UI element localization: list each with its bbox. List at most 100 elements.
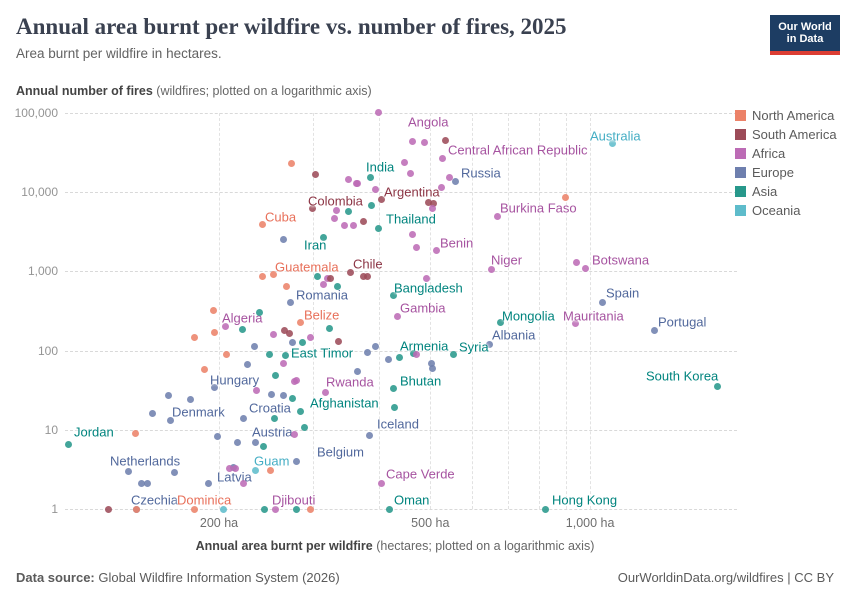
- country-label[interactable]: East Timor: [291, 345, 354, 361]
- data-point[interactable]: [441, 136, 449, 144]
- data-point[interactable]: [271, 372, 279, 380]
- data-point-cuba[interactable]: [259, 221, 267, 229]
- country-label[interactable]: Russia: [461, 165, 501, 181]
- country-label[interactable]: Mongolia: [502, 308, 555, 324]
- country-label[interactable]: Cuba: [265, 209, 297, 225]
- data-point[interactable]: [281, 327, 289, 335]
- country-label[interactable]: Spain: [606, 285, 640, 301]
- data-point-niger[interactable]: [487, 265, 495, 273]
- data-point[interactable]: [408, 137, 416, 145]
- country-label[interactable]: Romania: [296, 287, 349, 303]
- data-point[interactable]: [367, 202, 375, 210]
- data-point-latvia[interactable]: [204, 479, 212, 487]
- data-point-belize[interactable]: [297, 319, 305, 327]
- data-point[interactable]: [288, 338, 296, 346]
- data-point-russia[interactable]: [452, 178, 460, 186]
- country-label[interactable]: Benin: [440, 235, 474, 251]
- data-point-central-african-republic[interactable]: [439, 154, 447, 162]
- data-point[interactable]: [191, 334, 199, 342]
- country-label[interactable]: Bhutan: [400, 373, 442, 389]
- data-point-guam[interactable]: [251, 466, 259, 474]
- data-point[interactable]: [423, 275, 431, 283]
- data-point[interactable]: [288, 160, 296, 168]
- country-label[interactable]: Central African Republic: [448, 142, 588, 158]
- country-label[interactable]: Argentina: [384, 184, 440, 200]
- country-label[interactable]: Botswana: [592, 252, 650, 268]
- data-point-oman[interactable]: [386, 505, 394, 513]
- data-point[interactable]: [364, 348, 372, 356]
- country-label[interactable]: Burkina Faso: [500, 200, 577, 216]
- data-point[interactable]: [341, 222, 349, 230]
- data-point[interactable]: [330, 215, 338, 223]
- data-point[interactable]: [269, 330, 277, 338]
- data-point[interactable]: [261, 505, 269, 513]
- country-label[interactable]: Albania: [492, 327, 536, 343]
- data-point-austria[interactable]: [251, 438, 259, 446]
- country-label[interactable]: Syria: [459, 339, 489, 355]
- legend-item-oceania[interactable]: Oceania: [735, 201, 837, 220]
- data-point[interactable]: [243, 361, 251, 369]
- data-point[interactable]: [407, 170, 415, 178]
- country-label[interactable]: Belize: [304, 307, 340, 323]
- country-label[interactable]: Chile: [353, 256, 383, 272]
- data-point-chile[interactable]: [347, 268, 355, 276]
- data-point-syria[interactable]: [449, 351, 457, 359]
- data-point[interactable]: [133, 505, 141, 513]
- data-point-bhutan[interactable]: [389, 385, 397, 393]
- country-label[interactable]: South Korea: [646, 368, 719, 384]
- data-point[interactable]: [345, 176, 353, 184]
- data-point[interactable]: [250, 342, 258, 350]
- country-label[interactable]: Niger: [491, 252, 523, 268]
- country-label[interactable]: Djibouti: [272, 492, 316, 508]
- data-point[interactable]: [288, 394, 296, 402]
- data-point-argentina[interactable]: [378, 196, 386, 204]
- data-point[interactable]: [290, 431, 298, 439]
- data-point[interactable]: [214, 432, 222, 440]
- country-label[interactable]: Czechia: [131, 492, 178, 508]
- data-point[interactable]: [225, 465, 233, 473]
- country-label[interactable]: Iceland: [377, 416, 419, 432]
- data-point[interactable]: [384, 355, 392, 363]
- data-point-portugal[interactable]: [650, 327, 658, 335]
- legend-item-africa[interactable]: Africa: [735, 144, 837, 163]
- data-point-angola[interactable]: [375, 108, 383, 116]
- legend-item-asia[interactable]: Asia: [735, 182, 837, 201]
- data-point-romania[interactable]: [287, 298, 295, 306]
- data-point[interactable]: [429, 364, 437, 372]
- data-point-algeria[interactable]: [222, 323, 230, 331]
- data-point[interactable]: [353, 367, 361, 375]
- data-point-jordan[interactable]: [64, 440, 72, 448]
- data-point[interactable]: [333, 283, 341, 291]
- data-point[interactable]: [210, 329, 218, 337]
- data-point[interactable]: [412, 243, 420, 251]
- data-point[interactable]: [445, 173, 453, 181]
- legend-item-north_america[interactable]: North America: [735, 106, 837, 125]
- data-point-djibouti[interactable]: [271, 505, 279, 513]
- data-point[interactable]: [171, 468, 179, 476]
- data-point-rwanda[interactable]: [321, 388, 329, 396]
- data-point[interactable]: [371, 342, 379, 350]
- country-label[interactable]: Armenia: [400, 338, 449, 354]
- data-point[interactable]: [220, 505, 228, 513]
- country-label[interactable]: Afghanistan: [310, 395, 379, 411]
- data-point[interactable]: [427, 359, 435, 367]
- data-point[interactable]: [395, 353, 403, 361]
- legend-item-south_america[interactable]: South America: [735, 125, 837, 144]
- country-label[interactable]: Algeria: [222, 310, 263, 326]
- country-label[interactable]: Angola: [408, 114, 449, 130]
- data-point[interactable]: [279, 236, 287, 244]
- data-point[interactable]: [144, 479, 152, 487]
- country-label[interactable]: Hong Kong: [552, 492, 618, 508]
- country-label[interactable]: Mauritania: [563, 308, 624, 324]
- country-label[interactable]: Netherlands: [110, 453, 181, 469]
- data-point-thailand[interactable]: [375, 224, 383, 232]
- data-point-botswana[interactable]: [581, 264, 589, 272]
- data-point[interactable]: [280, 360, 288, 368]
- data-point[interactable]: [223, 350, 231, 358]
- data-point-gambia[interactable]: [394, 313, 402, 321]
- legend-item-europe[interactable]: Europe: [735, 163, 837, 182]
- data-point-netherlands[interactable]: [124, 467, 132, 475]
- data-point-hungary[interactable]: [210, 384, 218, 392]
- data-point[interactable]: [319, 281, 327, 289]
- data-point[interactable]: [209, 307, 217, 315]
